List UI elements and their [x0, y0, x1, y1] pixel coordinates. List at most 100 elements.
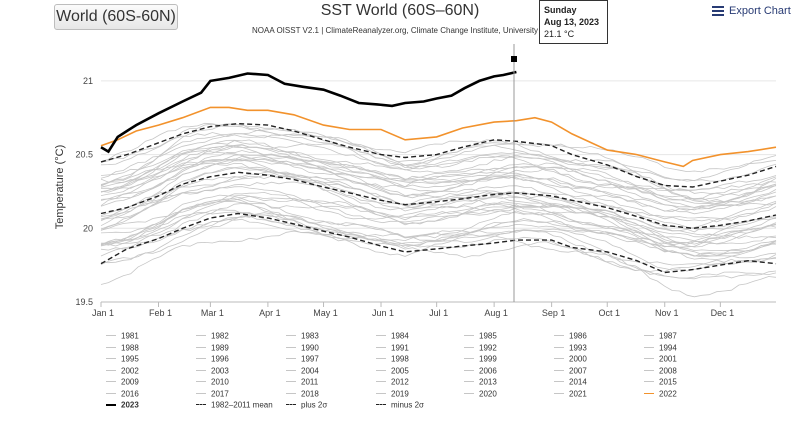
y-tick-label: 19.5	[75, 297, 93, 307]
legend-item-1990[interactable]: 1990	[286, 343, 319, 352]
legend-item-1994[interactable]: 1994	[644, 343, 677, 352]
legend-swatch	[106, 335, 116, 337]
legend-label: 2012	[391, 377, 409, 387]
legend-item-1992[interactable]: 1992	[464, 343, 497, 352]
legend-label: 2010	[211, 377, 229, 387]
year-line-1991	[100, 194, 777, 260]
legend-item-2022[interactable]: 2022	[644, 389, 677, 398]
legend-swatch	[376, 404, 386, 406]
legend-item-1986[interactable]: 1986	[554, 331, 587, 340]
legend-label: 2013	[479, 377, 497, 387]
legend-label: 1982	[211, 331, 229, 341]
x-tick-label: Jan 1	[92, 308, 114, 318]
legend-item-1982[interactable]: 1982	[196, 331, 229, 340]
legend-swatch	[196, 404, 206, 406]
legend-item-1983[interactable]: 1983	[286, 331, 319, 340]
legend-item-2011[interactable]: 2011	[286, 377, 318, 386]
legend-swatch	[464, 392, 474, 394]
legend-label: 1995	[121, 354, 139, 364]
chart-plot: 19.5 20 20.5 21 Jan 1 Feb 1 Mar 1 Apr 1 May 1 Jun…	[54, 44, 777, 318]
year-line-1989	[100, 211, 777, 257]
legend-swatch	[554, 369, 564, 371]
legend-item-2008[interactable]: 2008	[644, 366, 677, 375]
legend-label: 1982–2011 mean	[211, 400, 273, 410]
legend-item-2014[interactable]: 2014	[554, 377, 587, 386]
legend-item-2020[interactable]: 2020	[464, 389, 497, 398]
legend-item-1987[interactable]: 1987	[644, 331, 677, 340]
legend-item-2004[interactable]: 2004	[286, 366, 319, 375]
legend-swatch	[196, 381, 206, 383]
legend-item-1988[interactable]: 1988	[106, 343, 139, 352]
legend-item-2017[interactable]: 2017	[196, 389, 229, 398]
legend-item-1989[interactable]: 1989	[196, 343, 229, 352]
legend-swatch	[554, 381, 564, 383]
x-tick-label: Sep 1	[542, 308, 566, 318]
legend-item-1995[interactable]: 1995	[106, 354, 139, 363]
legend-item-2012[interactable]: 2012	[376, 377, 409, 386]
legend-item-1999[interactable]: 1999	[464, 354, 497, 363]
legend-swatch	[106, 403, 116, 406]
legend-label: 1999	[479, 354, 497, 364]
legend-item-1993[interactable]: 1993	[554, 343, 587, 352]
legend-item-2013[interactable]: 2013	[464, 377, 497, 386]
legend-item-2023[interactable]: 2023	[106, 400, 139, 409]
legend-item-1996[interactable]: 1996	[196, 354, 229, 363]
legend-swatch	[464, 335, 474, 337]
legend-item-plus-2-[interactable]: plus 2σ	[286, 400, 327, 409]
year-line-1998	[100, 174, 777, 244]
legend-item-2021[interactable]: 2021	[554, 389, 587, 398]
legend-label: 2004	[301, 365, 319, 375]
legend-item-2007[interactable]: 2007	[554, 366, 587, 375]
legend-item-2003[interactable]: 2003	[196, 366, 229, 375]
legend-item-2019[interactable]: 2019	[376, 389, 409, 398]
year-line-1993	[100, 198, 777, 256]
legend-label: 2001	[659, 354, 677, 364]
year-line-2009	[100, 150, 777, 223]
legend-swatch	[644, 335, 654, 337]
legend-item-2009[interactable]: 2009	[106, 377, 139, 386]
legend-label: 2006	[479, 365, 497, 375]
legend-item-2016[interactable]: 2016	[106, 389, 139, 398]
y-tick-label: 21	[83, 76, 93, 86]
legend-item-2000[interactable]: 2000	[554, 354, 587, 363]
legend-item-2018[interactable]: 2018	[286, 389, 319, 398]
legend-swatch	[464, 358, 474, 360]
legend-swatch	[106, 392, 116, 394]
legend: 1981 1982 1983 1984 1985 1986 1987 1988 1989 1990…	[106, 331, 796, 421]
legend-label: 2008	[659, 365, 677, 375]
year-line-1999	[100, 175, 777, 248]
legend-item-2010[interactable]: 2010	[196, 377, 229, 386]
tooltip-date: Aug 13, 2023	[544, 17, 600, 27]
legend-item-1998[interactable]: 1998	[376, 354, 409, 363]
region-select-button[interactable]: World (60S-60N)	[54, 4, 178, 30]
legend-item-minus-2-[interactable]: minus 2σ	[376, 400, 424, 409]
y-tick-label: 20.5	[75, 150, 93, 160]
export-chart-button[interactable]: Export Chart	[712, 4, 791, 18]
legend-item-1991[interactable]: 1991	[376, 343, 409, 352]
legend-item-1985[interactable]: 1985	[464, 331, 497, 340]
legend-swatch	[644, 381, 654, 383]
legend-item-1981[interactable]: 1981	[106, 331, 139, 340]
year-line-1986	[100, 203, 777, 272]
legend-label: 2002	[121, 365, 139, 375]
legend-swatch	[644, 369, 654, 371]
legend-item-1997[interactable]: 1997	[286, 354, 319, 363]
hover-marker[interactable]	[511, 56, 517, 62]
legend-item-2001[interactable]: 2001	[644, 354, 677, 363]
chart-subtitle: NOAA OISST V2.1 | ClimateReanalyzer.org,…	[252, 26, 571, 35]
legend-item-2006[interactable]: 2006	[464, 366, 497, 375]
legend-item-2002[interactable]: 2002	[106, 366, 139, 375]
legend-swatch	[644, 358, 654, 360]
legend-swatch	[286, 392, 296, 394]
legend-swatch	[376, 369, 386, 371]
legend-item-2005[interactable]: 2005	[376, 366, 409, 375]
legend-item-1984[interactable]: 1984	[376, 331, 409, 340]
legend-label: 1991	[391, 342, 409, 352]
legend-swatch	[464, 381, 474, 383]
y-tick-label: 20	[83, 223, 93, 233]
legend-item-2015[interactable]: 2015	[644, 377, 677, 386]
year-line-1990	[100, 200, 777, 245]
x-tick-label: Oct 1	[598, 308, 620, 318]
legend-item-1982-2011-mean[interactable]: 1982–2011 mean	[196, 400, 273, 409]
legend-swatch	[554, 335, 564, 337]
